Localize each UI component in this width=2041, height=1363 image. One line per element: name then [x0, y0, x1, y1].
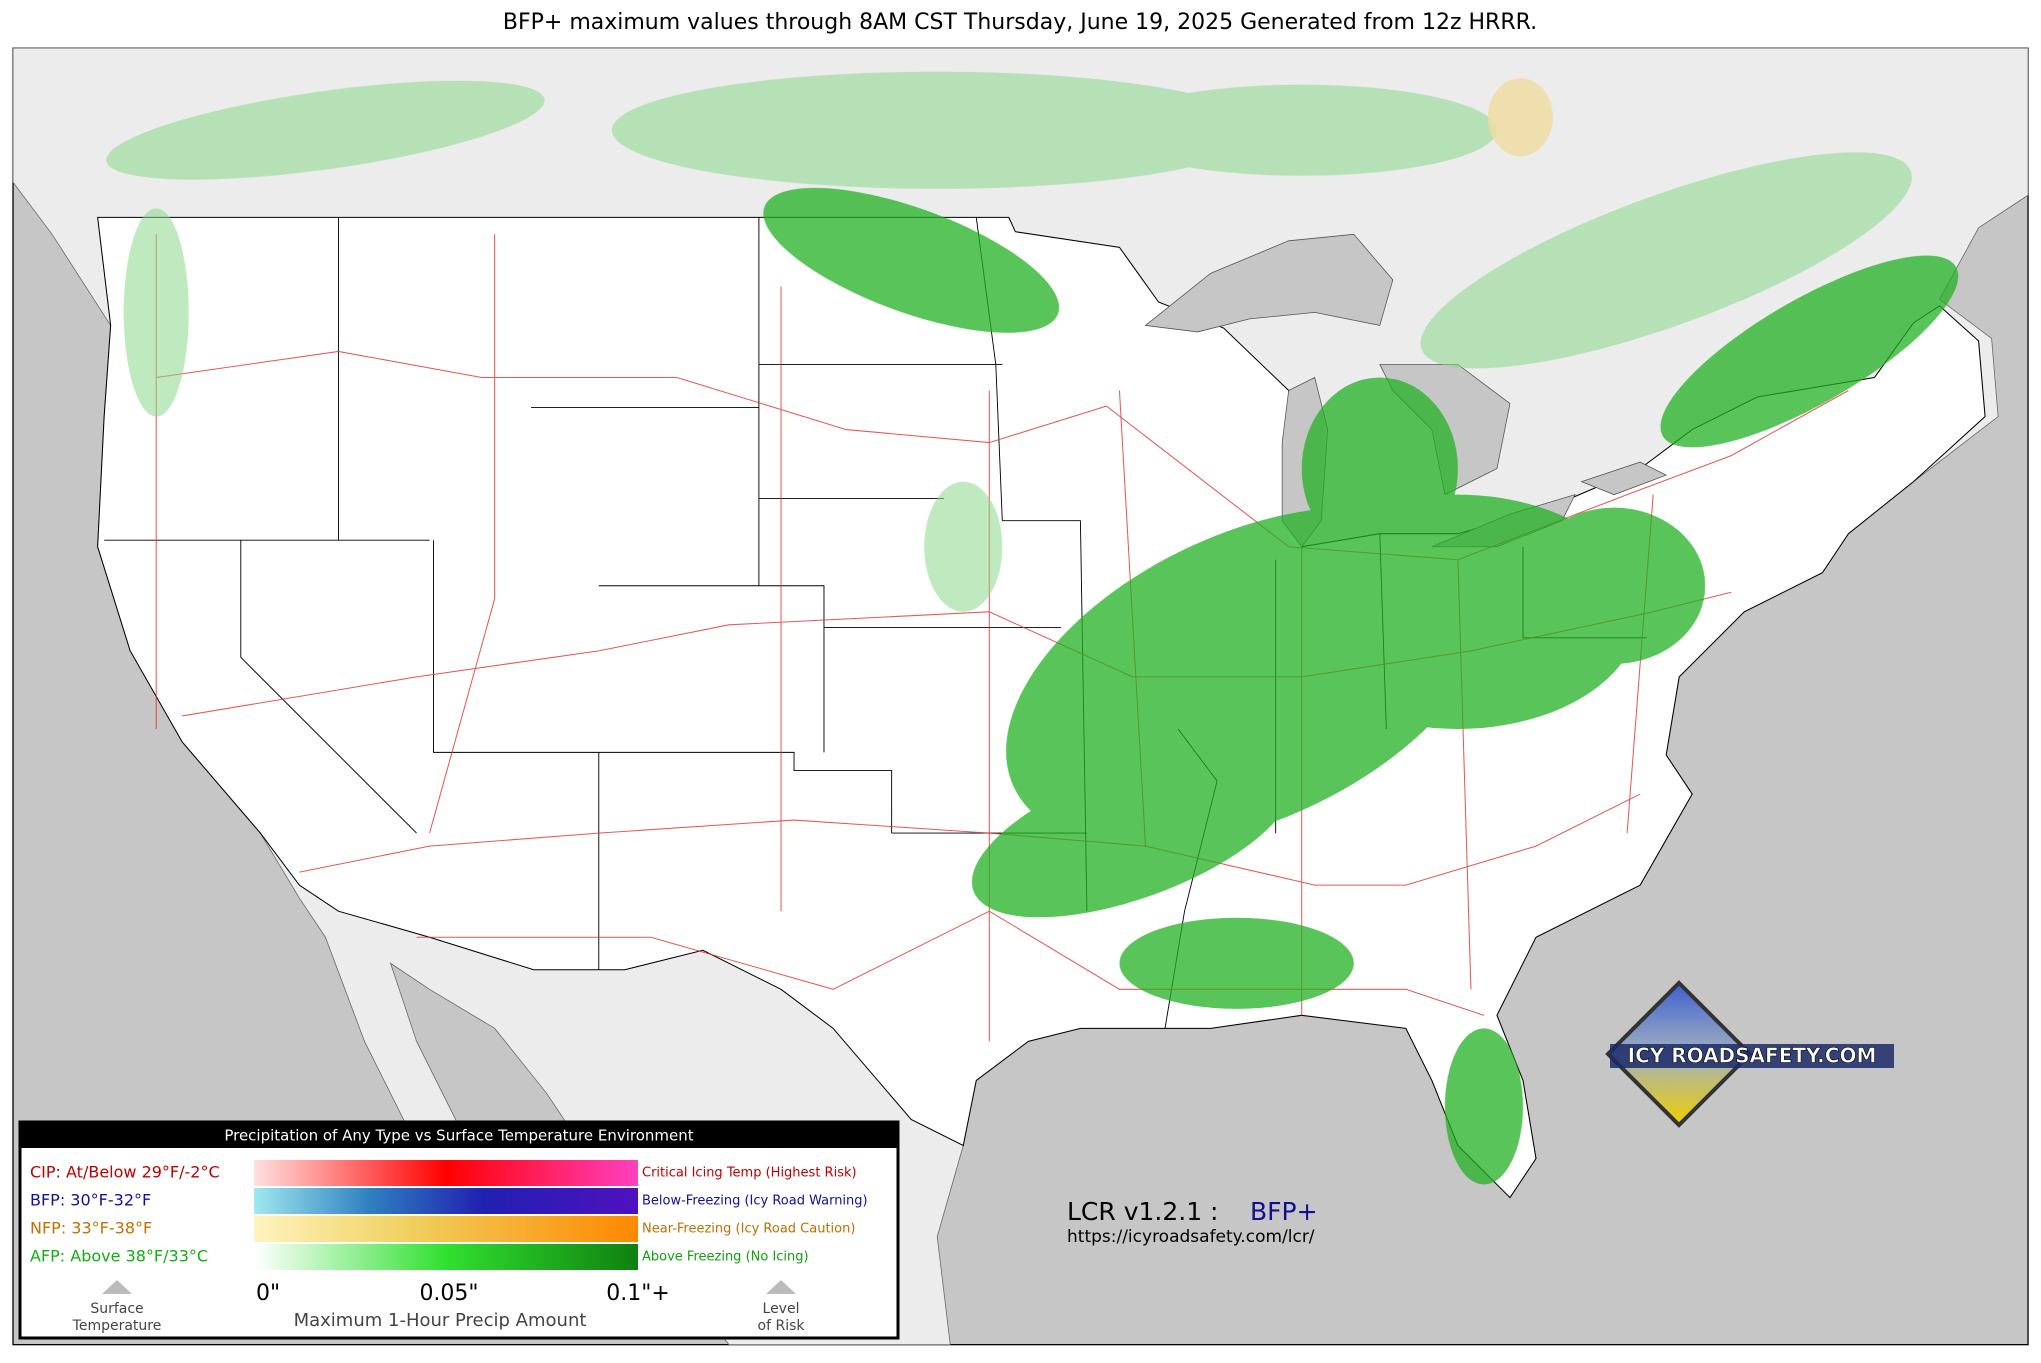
highway	[416, 910, 1485, 1016]
url: https://icyroadsafety.com/lcr/	[1067, 1227, 1315, 1247]
legend: Precipitation of Any Type vs Surface Tem…	[18, 1120, 900, 1340]
precip-area	[763, 187, 1060, 333]
logo-text: ICY ROADSAFETY.COM	[1628, 1044, 1877, 1068]
legend-risk-label: Above Freezing (No Icing)	[642, 1250, 809, 1265]
legend-row-label: NFP: 33°F-38°F	[30, 1219, 152, 1238]
lake-superior	[1144, 233, 1394, 333]
legend-header: Precipitation of Any Type vs Surface Tem…	[224, 1127, 693, 1145]
precip-area	[1522, 507, 1706, 664]
precip-area	[1420, 152, 1912, 369]
light-precipitation	[106, 71, 1912, 612]
scale-label: 0.05"	[419, 1281, 478, 1306]
legend-risk-label: Below-Freezing (Icy Road Warning)	[642, 1194, 868, 1209]
marker-triangle	[102, 1280, 132, 1294]
legend-axis-label: Maximum 1-Hour Precip Amount	[294, 1310, 587, 1331]
precip-area	[924, 481, 1003, 612]
legend-gradient	[254, 1216, 638, 1242]
marker-triangle	[766, 1280, 796, 1294]
legend-gradient	[254, 1188, 638, 1214]
precipitation	[763, 187, 1959, 1185]
precip-area	[123, 208, 189, 417]
marker-label: Surface	[90, 1301, 143, 1317]
product: BFP+	[1250, 1197, 1318, 1226]
lake-ontario	[1580, 461, 1668, 496]
scale-label: 0.1"+	[606, 1281, 670, 1306]
legend-risk-label: Near-Freezing (Icy Road Caution)	[642, 1222, 855, 1237]
highway	[156, 350, 1849, 561]
precip-area	[106, 80, 545, 180]
version: LCR v1.2.1 :	[1067, 1197, 1218, 1226]
map-title: BFP+ maximum values through 8AM CST Thur…	[503, 10, 1537, 35]
precip-area	[611, 71, 1263, 189]
legend-row-label: CIP: At/Below 29°F/-2°C	[30, 1163, 220, 1182]
legend-header-bar	[20, 1122, 898, 1148]
legend-row-label: AFP: Above 38°F/33°C	[30, 1247, 208, 1266]
legend-gradient	[254, 1244, 638, 1270]
logo-banner	[1610, 1044, 1894, 1068]
scale-label: 0"	[256, 1281, 280, 1306]
legend-row-label: BFP: 30°F-32°F	[30, 1191, 151, 1210]
near-freezing-area	[1487, 78, 1553, 157]
precip-area	[1301, 377, 1458, 560]
precip-area	[1444, 1028, 1523, 1185]
branding: LCR v1.2.1 : BFP+ https://icyroadsafety.…	[1067, 980, 1894, 1247]
legend-gradient	[254, 1160, 638, 1186]
precip-area	[971, 748, 1294, 918]
marker-label: Temperature	[72, 1318, 162, 1334]
marker-label: Level	[763, 1301, 800, 1317]
precip-area	[1660, 255, 1959, 448]
precip-area	[1119, 917, 1354, 1009]
legend-risk-label: Critical Icing Temp (Highest Risk)	[642, 1166, 857, 1181]
marker-label: of Risk	[758, 1318, 806, 1334]
precip-area	[1106, 84, 1497, 176]
